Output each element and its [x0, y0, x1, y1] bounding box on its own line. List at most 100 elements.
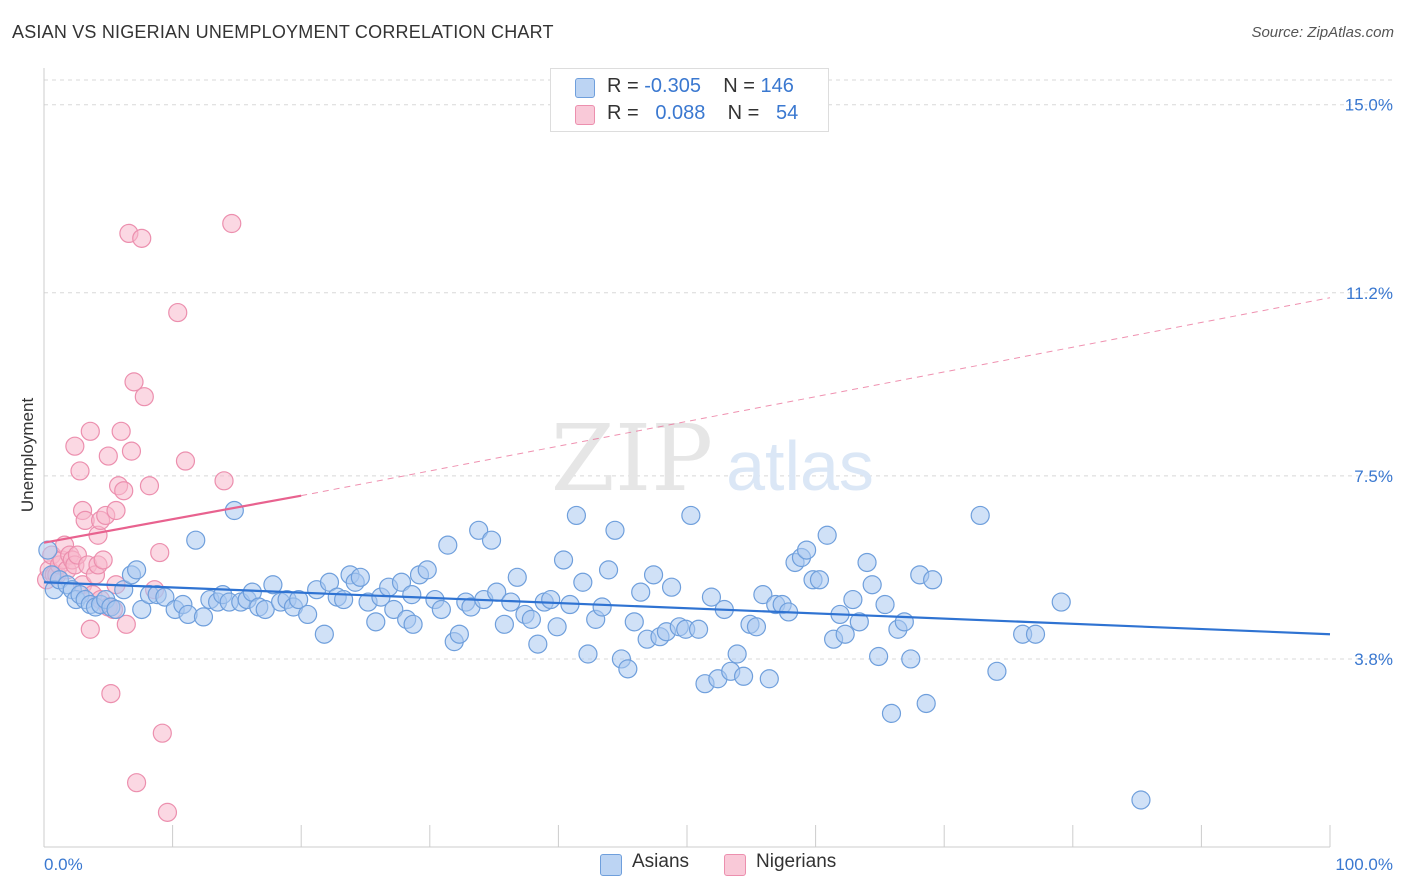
nigerian-point: [214, 471, 234, 491]
asian-point: [541, 589, 561, 610]
chart-title: ASIAN VS NIGERIAN UNEMPLOYMENT CORRELATI…: [12, 22, 554, 42]
asian-point: [869, 646, 889, 667]
asian-point: [224, 500, 244, 521]
asian-point: [528, 634, 548, 654]
y-tick-label: 7.5%: [1354, 467, 1393, 486]
asian-point: [862, 575, 882, 595]
legend-r-value: 0.088: [655, 102, 706, 124]
asian-point: [507, 567, 527, 587]
asian-point: [186, 530, 206, 550]
nigerian-point: [101, 683, 121, 704]
nigerian-trend-extension: [301, 297, 1331, 497]
asian-point: [598, 560, 619, 580]
asian-point: [753, 585, 773, 605]
asian-point: [263, 575, 283, 595]
asian-point: [688, 619, 709, 639]
asian-point: [746, 617, 767, 637]
asian-point: [592, 597, 612, 617]
legend-n-label: N =: [727, 102, 765, 124]
legend-nigerians-label: Nigerians: [756, 851, 837, 872]
asian-point: [701, 587, 722, 607]
tick-labels: 3.8% 7.5% 11.2% 15.0% 0.0% 100.0%: [44, 96, 1393, 874]
asian-point: [553, 550, 574, 570]
nigerian-point: [126, 773, 147, 793]
asian-point: [431, 599, 451, 620]
nigerian-point: [222, 213, 242, 234]
asian-point: [449, 624, 469, 644]
asian-point: [366, 612, 386, 632]
asian-point: [403, 614, 423, 634]
asian-point: [417, 560, 437, 580]
asian-point: [1051, 592, 1071, 612]
asian-point: [624, 612, 644, 632]
nigerian-point: [168, 302, 188, 323]
asian-point: [438, 535, 458, 555]
trend-lines: [43, 297, 1331, 636]
nigerian-points: [36, 213, 242, 822]
asian-point: [916, 693, 936, 714]
asian-point: [573, 572, 593, 592]
nigerian-point: [132, 228, 152, 248]
asian-point: [881, 703, 902, 723]
legend-n-label: N =: [723, 75, 761, 97]
nigerian-point: [139, 476, 160, 496]
asian-trend-line: [43, 581, 1331, 636]
asian-swatch: [600, 854, 622, 876]
asian-point: [809, 570, 830, 590]
nigerian-point: [114, 481, 134, 501]
asian-point: [481, 530, 502, 550]
asian-point: [631, 582, 651, 602]
asian-point: [566, 505, 587, 526]
asian-point: [923, 570, 943, 590]
nigerian-point: [121, 441, 142, 461]
watermark-zip: ZIP: [551, 405, 713, 512]
asian-point: [901, 649, 921, 669]
asian-point: [759, 669, 779, 689]
asian-point: [894, 612, 914, 632]
asian-point: [987, 661, 1007, 681]
legend-asians-label: Asians: [632, 851, 690, 872]
asian-point: [106, 599, 126, 620]
asian-point: [875, 594, 895, 615]
nigerian-swatch: [724, 854, 746, 876]
legend-n-value: 146: [760, 75, 794, 97]
asian-point: [643, 565, 664, 585]
nigerian-point: [98, 446, 118, 466]
asian-point: [132, 599, 152, 620]
x-tick-label: 0.0%: [44, 855, 83, 874]
asian-point: [970, 505, 990, 526]
nigerian-point: [106, 500, 126, 521]
asian-point: [193, 607, 214, 627]
asian-point: [547, 617, 567, 637]
asian-point: [1025, 624, 1046, 644]
asian-point: [857, 552, 877, 573]
nigerian-point: [80, 421, 100, 441]
x-tick-label: 100.0%: [1335, 855, 1393, 874]
asian-points: [38, 500, 1151, 810]
nigerian-trend-line: [43, 494, 302, 544]
nigerian-point: [175, 451, 196, 471]
asian-point: [618, 659, 638, 679]
asian-point: [835, 624, 855, 644]
asian-point: [1131, 790, 1151, 810]
asian-point: [350, 567, 370, 587]
asian-point: [126, 560, 147, 580]
asian-point: [843, 589, 863, 610]
asian-point: [817, 525, 837, 545]
nigerian-point: [111, 421, 131, 441]
nigerian-point: [152, 723, 172, 743]
asian-point: [494, 614, 514, 634]
y-axis-label: Unemployment: [18, 398, 37, 513]
asian-point: [681, 505, 701, 526]
asian-point: [578, 644, 598, 664]
source-label: Source: ZipAtlas.com: [1251, 24, 1394, 41]
asian-point: [849, 612, 869, 632]
watermark-atlas: atlas: [726, 427, 874, 505]
asian-point: [727, 644, 747, 664]
asian-point: [469, 520, 489, 540]
legend-r-label: R =: [607, 75, 645, 97]
asian-point: [733, 666, 754, 686]
asian-point: [605, 520, 625, 540]
nigerian-point: [157, 802, 178, 822]
